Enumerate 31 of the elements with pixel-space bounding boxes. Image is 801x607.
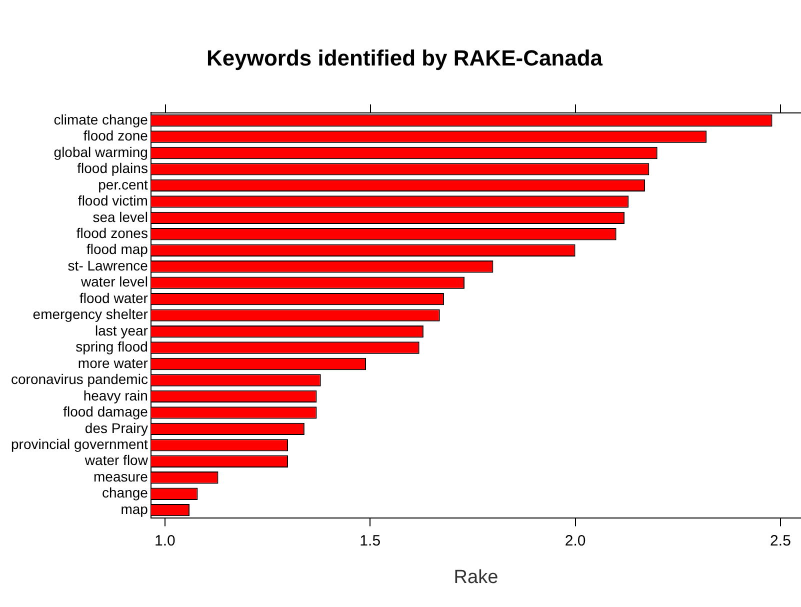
x-tick-label: 1.5 — [360, 532, 381, 550]
y-tick-label: flood map — [86, 241, 148, 258]
y-tick-label: provincial government — [10, 436, 148, 452]
y-tick-label: more water — [78, 354, 148, 371]
y-tick-label: global warming — [54, 144, 148, 160]
y-tick-label: measure — [93, 468, 148, 484]
y-tick-label: climate change — [54, 111, 148, 128]
chart-title: Keywords identified by RAKE-Canada — [206, 45, 604, 70]
y-tick-label: des Prairy — [84, 420, 148, 436]
y-tick-label: sea level — [92, 208, 148, 225]
x-axis-title: Rake — [454, 566, 498, 588]
y-tick-label: flood zone — [83, 128, 148, 144]
x-tick-label: 2.5 — [770, 532, 791, 550]
y-tick-label: st- Lawrence — [68, 257, 148, 274]
y-tick-label: heavy rain — [83, 387, 148, 404]
y-tick-label: flood victim — [78, 192, 148, 209]
y-tick-label: per.cent — [98, 176, 148, 192]
y-tick-label: flood plains — [77, 160, 148, 176]
y-tick-label: flood zones — [76, 225, 148, 241]
y-tick-label: flood water — [79, 290, 148, 306]
x-tick-label: 2.0 — [564, 532, 586, 550]
y-tick-label: water flow — [84, 452, 149, 468]
x-tick-label: 1.0 — [154, 532, 176, 550]
y-tick-label: spring flood — [76, 338, 148, 355]
y-tick-label: map — [120, 500, 148, 517]
y-tick-label: coronavirus pandemic — [10, 371, 148, 388]
y-tick-label: flood damage — [63, 404, 148, 420]
y-tick-label: water level — [80, 274, 148, 290]
y-tick-label: emergency shelter — [32, 306, 148, 322]
y-tick-label: change — [102, 484, 148, 501]
y-tick-label: last year — [95, 322, 148, 338]
